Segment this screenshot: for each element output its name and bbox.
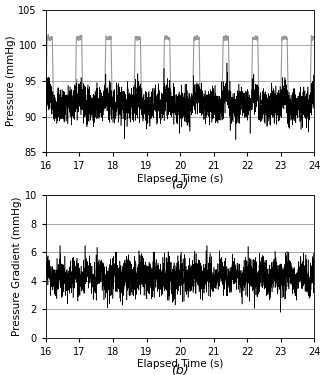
X-axis label: Elapsed Time (s): Elapsed Time (s) (137, 360, 223, 369)
X-axis label: Elapsed Time (s): Elapsed Time (s) (137, 174, 223, 184)
Y-axis label: Pressure Gradient (mmHg): Pressure Gradient (mmHg) (12, 196, 22, 336)
Text: (b): (b) (171, 364, 189, 375)
Text: (a): (a) (171, 178, 189, 192)
Y-axis label: Pressure (mmHg): Pressure (mmHg) (6, 36, 16, 126)
